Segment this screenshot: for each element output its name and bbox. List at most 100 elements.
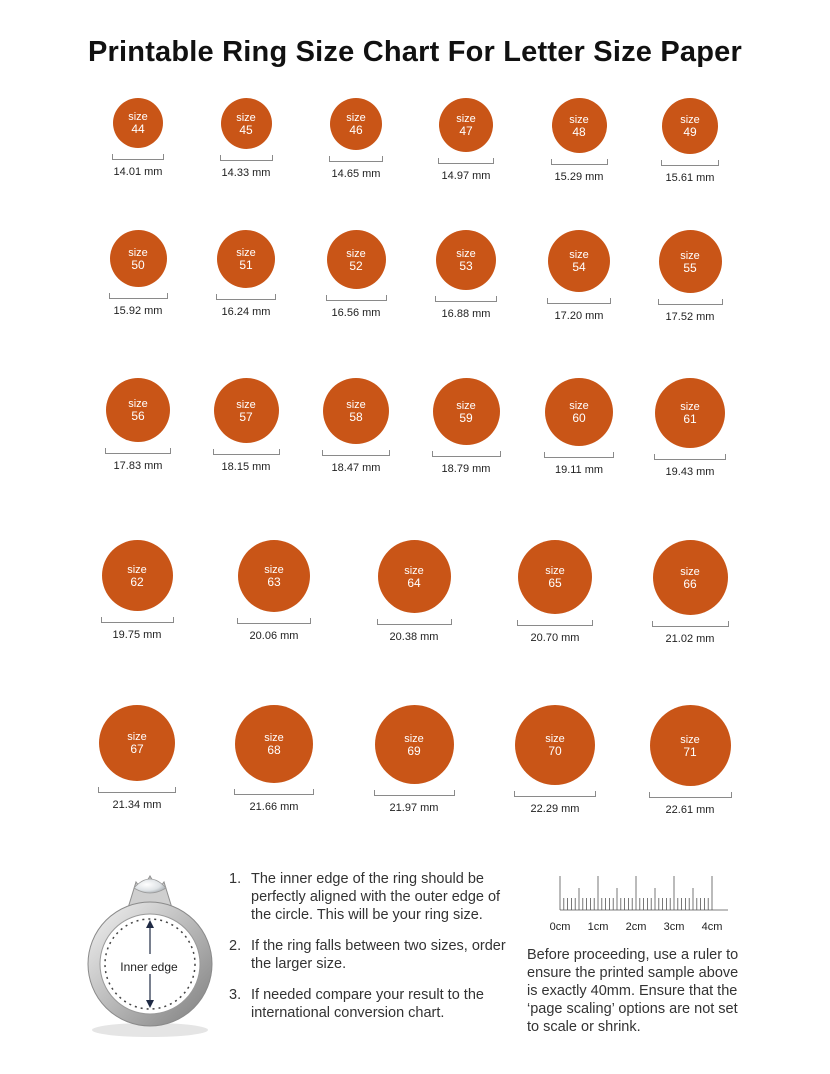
size-number: 47 bbox=[459, 124, 473, 138]
size-circle: size 52 bbox=[326, 230, 386, 289]
diameter-mm-label: 14.01 mm bbox=[113, 166, 163, 178]
page-title: Printable Ring Size Chart For Letter Siz… bbox=[88, 36, 742, 68]
size-number: 46 bbox=[349, 123, 363, 137]
size-circle: size 68 bbox=[235, 705, 313, 783]
size-label: size bbox=[264, 732, 284, 744]
diameter-mm-label: 14.97 mm bbox=[441, 170, 491, 182]
ruler: 0cm 1cm 2cm 3cm 4cm bbox=[550, 876, 728, 933]
size-label: size bbox=[569, 113, 589, 126]
instruction-item: 1. The inner edge of the ring should be … bbox=[229, 870, 519, 924]
size-label: size bbox=[456, 113, 476, 125]
size-circle: size 53 bbox=[436, 230, 496, 290]
size-label: size bbox=[128, 246, 148, 259]
size-number: 71 bbox=[683, 744, 697, 759]
size-label: size bbox=[680, 733, 700, 746]
diameter-mm-label: 16.24 mm bbox=[221, 306, 271, 318]
diameter-bracket bbox=[105, 448, 171, 454]
size-number: 66 bbox=[683, 576, 697, 591]
size-number: 52 bbox=[349, 258, 363, 273]
size-circle: size 59 bbox=[432, 378, 500, 445]
diameter-bracket bbox=[329, 156, 383, 162]
diameter-mm-label: 21.34 mm bbox=[112, 799, 162, 811]
size-number: 55 bbox=[683, 260, 697, 275]
size-number: 51 bbox=[239, 258, 253, 272]
size-label: size bbox=[236, 111, 256, 124]
diameter-mm-label: 20.70 mm bbox=[530, 632, 580, 644]
size-circle: size 65 bbox=[518, 540, 592, 614]
size-circle: size 54 bbox=[548, 230, 610, 292]
size-circle: size 46 bbox=[330, 98, 382, 150]
size-label: size bbox=[264, 564, 284, 576]
size-number: 69 bbox=[407, 743, 421, 758]
diameter-mm-label: 22.29 mm bbox=[530, 803, 580, 815]
diameter-bracket bbox=[237, 618, 311, 624]
size-label: size bbox=[346, 247, 366, 260]
size-circle: size 57 bbox=[213, 378, 279, 443]
instruction-text: The inner edge of the ring should be per… bbox=[251, 871, 501, 923]
size-number: 45 bbox=[239, 122, 253, 137]
size-circle: size 51 bbox=[217, 230, 275, 288]
diameter-mm-label: 15.29 mm bbox=[554, 171, 604, 183]
ruler-label: 4cm bbox=[702, 921, 723, 933]
diameter-bracket bbox=[517, 620, 593, 626]
size-number: 67 bbox=[130, 742, 144, 756]
diameter-mm-label: 22.61 mm bbox=[665, 804, 715, 816]
size-number: 44 bbox=[131, 122, 145, 136]
diameter-mm-label: 19.75 mm bbox=[112, 629, 162, 641]
size-label: size bbox=[128, 111, 148, 123]
diameter-mm-label: 17.20 mm bbox=[554, 310, 604, 322]
diameter-bracket bbox=[435, 296, 497, 302]
size-number: 64 bbox=[407, 575, 421, 590]
diameter-bracket bbox=[112, 154, 164, 160]
size-circle: size 71 bbox=[649, 705, 731, 786]
diameter-bracket bbox=[547, 298, 611, 304]
size-circle: size 63 bbox=[238, 540, 310, 612]
size-number: 54 bbox=[572, 260, 586, 274]
diameter-mm-label: 20.38 mm bbox=[389, 631, 439, 643]
size-circle: size 55 bbox=[658, 230, 722, 293]
size-label: size bbox=[346, 112, 366, 124]
diameter-bracket bbox=[661, 160, 719, 166]
size-label: size bbox=[236, 247, 256, 259]
instruction-item: 3. If needed compare your result to the … bbox=[229, 986, 519, 1022]
diameter-mm-label: 18.15 mm bbox=[221, 461, 271, 473]
size-circle: size 62 bbox=[101, 540, 173, 611]
size-circle: size 67 bbox=[99, 705, 175, 781]
diameter-mm-label: 16.56 mm bbox=[331, 307, 381, 319]
diameter-bracket bbox=[651, 621, 729, 627]
diameter-bracket bbox=[550, 159, 608, 165]
size-number: 70 bbox=[548, 744, 562, 758]
diameter-bracket bbox=[98, 787, 176, 793]
size-number: 49 bbox=[683, 125, 697, 139]
size-circle: size 44 bbox=[113, 98, 163, 148]
size-label: size bbox=[569, 249, 589, 261]
size-circle: size 69 bbox=[374, 705, 454, 784]
size-label: size bbox=[680, 249, 700, 262]
size-circle: size 60 bbox=[545, 378, 613, 446]
size-number: 62 bbox=[130, 574, 144, 589]
diameter-bracket bbox=[438, 158, 494, 164]
size-label: size bbox=[545, 565, 565, 577]
size-circle: size 64 bbox=[377, 540, 451, 613]
size-circle: size 66 bbox=[652, 540, 728, 615]
size-circle: size 70 bbox=[515, 705, 595, 785]
diameter-mm-label: 15.61 mm bbox=[665, 172, 715, 184]
size-label: size bbox=[456, 248, 476, 260]
size-label: size bbox=[456, 399, 476, 412]
size-circle: size 45 bbox=[220, 98, 272, 149]
instructions-list: 1. The inner edge of the ring should be … bbox=[229, 870, 519, 1035]
size-number: 48 bbox=[572, 124, 586, 139]
size-number: 65 bbox=[548, 576, 562, 590]
diameter-bracket bbox=[212, 449, 280, 455]
diameter-bracket bbox=[322, 450, 390, 456]
size-label: size bbox=[680, 401, 700, 413]
diameter-bracket bbox=[219, 155, 273, 161]
size-label: size bbox=[404, 732, 424, 745]
diameter-mm-label: 19.43 mm bbox=[665, 466, 715, 478]
size-number: 50 bbox=[131, 257, 145, 272]
diameter-mm-label: 19.11 mm bbox=[554, 464, 604, 476]
diameter-bracket bbox=[108, 293, 168, 299]
diameter-mm-label: 20.06 mm bbox=[249, 630, 299, 642]
ruler-note: Before proceeding, use a ruler to ensure… bbox=[527, 947, 739, 1035]
size-number: 68 bbox=[267, 743, 281, 757]
